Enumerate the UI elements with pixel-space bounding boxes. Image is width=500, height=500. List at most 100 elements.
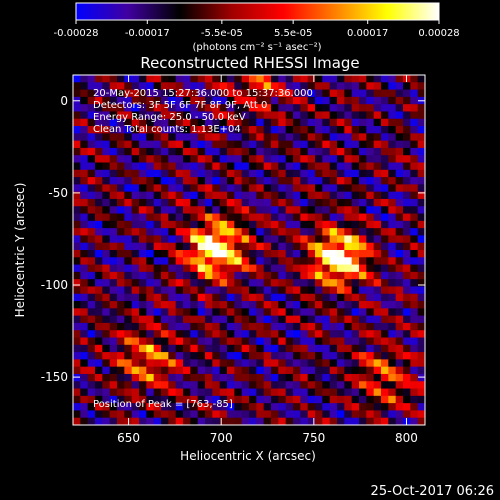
heatmap-cell bbox=[373, 242, 382, 251]
heatmap-cell bbox=[322, 359, 331, 368]
heatmap-cell bbox=[87, 315, 96, 324]
heatmap-cell bbox=[131, 286, 140, 295]
heatmap-cell bbox=[359, 147, 367, 156]
heatmap-cell bbox=[212, 257, 221, 265]
heatmap-cell bbox=[403, 191, 411, 200]
heatmap-cell bbox=[219, 155, 228, 163]
heatmap-cell bbox=[403, 271, 411, 280]
heatmap-cell bbox=[212, 111, 221, 120]
heatmap-cell bbox=[337, 235, 345, 244]
heatmap-cell bbox=[241, 403, 250, 411]
heatmap-cell bbox=[410, 359, 419, 368]
heatmap-cell bbox=[388, 235, 397, 244]
heatmap-cell bbox=[212, 191, 221, 200]
heatmap-cell bbox=[278, 89, 287, 98]
heatmap-cell bbox=[351, 235, 360, 244]
heatmap-cell bbox=[359, 206, 367, 214]
heatmap-cell bbox=[322, 235, 331, 244]
heatmap-cell bbox=[410, 410, 419, 419]
heatmap-cell bbox=[271, 169, 279, 178]
heatmap-cell bbox=[300, 366, 309, 375]
heatmap-cell bbox=[249, 271, 257, 280]
heatmap-cell bbox=[307, 388, 316, 397]
heatmap-cell bbox=[417, 82, 425, 90]
heatmap-cell bbox=[109, 133, 118, 142]
heatmap-cell bbox=[344, 337, 353, 346]
heatmap-cell bbox=[95, 191, 103, 200]
heatmap-cell bbox=[109, 118, 118, 127]
heatmap-cell bbox=[249, 228, 257, 236]
heatmap-cell bbox=[168, 184, 177, 193]
heatmap-cell bbox=[337, 352, 345, 360]
heatmap-cell bbox=[307, 264, 316, 273]
heatmap-cell bbox=[139, 75, 147, 83]
heatmap-cell bbox=[256, 220, 265, 229]
heatmap-cell bbox=[175, 381, 184, 389]
heatmap-cell bbox=[102, 133, 111, 142]
heatmap-cell bbox=[293, 373, 301, 382]
heatmap-cell bbox=[102, 352, 111, 360]
heatmap-cell bbox=[285, 373, 294, 382]
heatmap-cell bbox=[161, 206, 169, 214]
heatmap-cell bbox=[139, 395, 147, 404]
heatmap-cell bbox=[241, 344, 250, 353]
heatmap-cell bbox=[329, 257, 338, 265]
heatmap-cell bbox=[219, 373, 228, 382]
heatmap-cell bbox=[322, 155, 331, 163]
heatmap-cell bbox=[80, 257, 89, 265]
heatmap-cell bbox=[117, 381, 125, 389]
heatmap-cell bbox=[205, 177, 213, 185]
heatmap-cell bbox=[87, 220, 96, 229]
heatmap-cell bbox=[249, 359, 257, 368]
heatmap-cell bbox=[388, 410, 397, 419]
heatmap-cell bbox=[315, 147, 323, 156]
heatmap-cell bbox=[263, 118, 272, 127]
heatmap-cell bbox=[256, 301, 265, 309]
heatmap-cell bbox=[102, 293, 111, 302]
heatmap-cell bbox=[359, 213, 367, 222]
heatmap-cell bbox=[131, 220, 140, 229]
heatmap-cell bbox=[373, 228, 382, 236]
heatmap-cell bbox=[219, 337, 228, 346]
heatmap-cell bbox=[285, 198, 294, 207]
heatmap-cell bbox=[285, 206, 294, 214]
heatmap-cell bbox=[278, 133, 287, 142]
heatmap-cell bbox=[146, 417, 155, 425]
heatmap-cell bbox=[359, 177, 367, 185]
heatmap-cell bbox=[315, 206, 323, 214]
heatmap-cell bbox=[249, 322, 257, 331]
heatmap-cell bbox=[249, 279, 257, 287]
heatmap-cell bbox=[190, 352, 199, 360]
heatmap-cell bbox=[197, 344, 206, 353]
heatmap-cell bbox=[95, 89, 103, 98]
heatmap-cell bbox=[175, 301, 184, 309]
heatmap-cell bbox=[344, 264, 353, 273]
heatmap-cell bbox=[139, 206, 147, 214]
heatmap-cell bbox=[417, 75, 425, 83]
heatmap-cell bbox=[139, 169, 147, 178]
heatmap-cell bbox=[183, 359, 191, 368]
heatmap-cell bbox=[395, 198, 404, 207]
heatmap-cell bbox=[183, 344, 191, 353]
heatmap-cell bbox=[95, 381, 103, 389]
heatmap-cell bbox=[124, 250, 133, 258]
heatmap-cell bbox=[249, 206, 257, 214]
heatmap-cell bbox=[300, 242, 309, 251]
heatmap-cell bbox=[307, 410, 316, 419]
heatmap-cell bbox=[300, 301, 309, 309]
heatmap-cell bbox=[278, 228, 287, 236]
heatmap-cell bbox=[329, 169, 338, 178]
heatmap-cell bbox=[381, 373, 389, 382]
heatmap-cell bbox=[190, 250, 199, 258]
heatmap-cell bbox=[403, 118, 411, 127]
heatmap-cell bbox=[359, 417, 367, 425]
heatmap-cell bbox=[197, 169, 206, 178]
heatmap-cell bbox=[403, 140, 411, 149]
heatmap-cell bbox=[388, 403, 397, 411]
heatmap-cell bbox=[212, 118, 221, 127]
heatmap-cell bbox=[395, 410, 404, 419]
heatmap-cell bbox=[322, 330, 331, 338]
heatmap-cell bbox=[278, 264, 287, 273]
heatmap-cell bbox=[256, 177, 265, 185]
heatmap-cell bbox=[131, 140, 140, 149]
